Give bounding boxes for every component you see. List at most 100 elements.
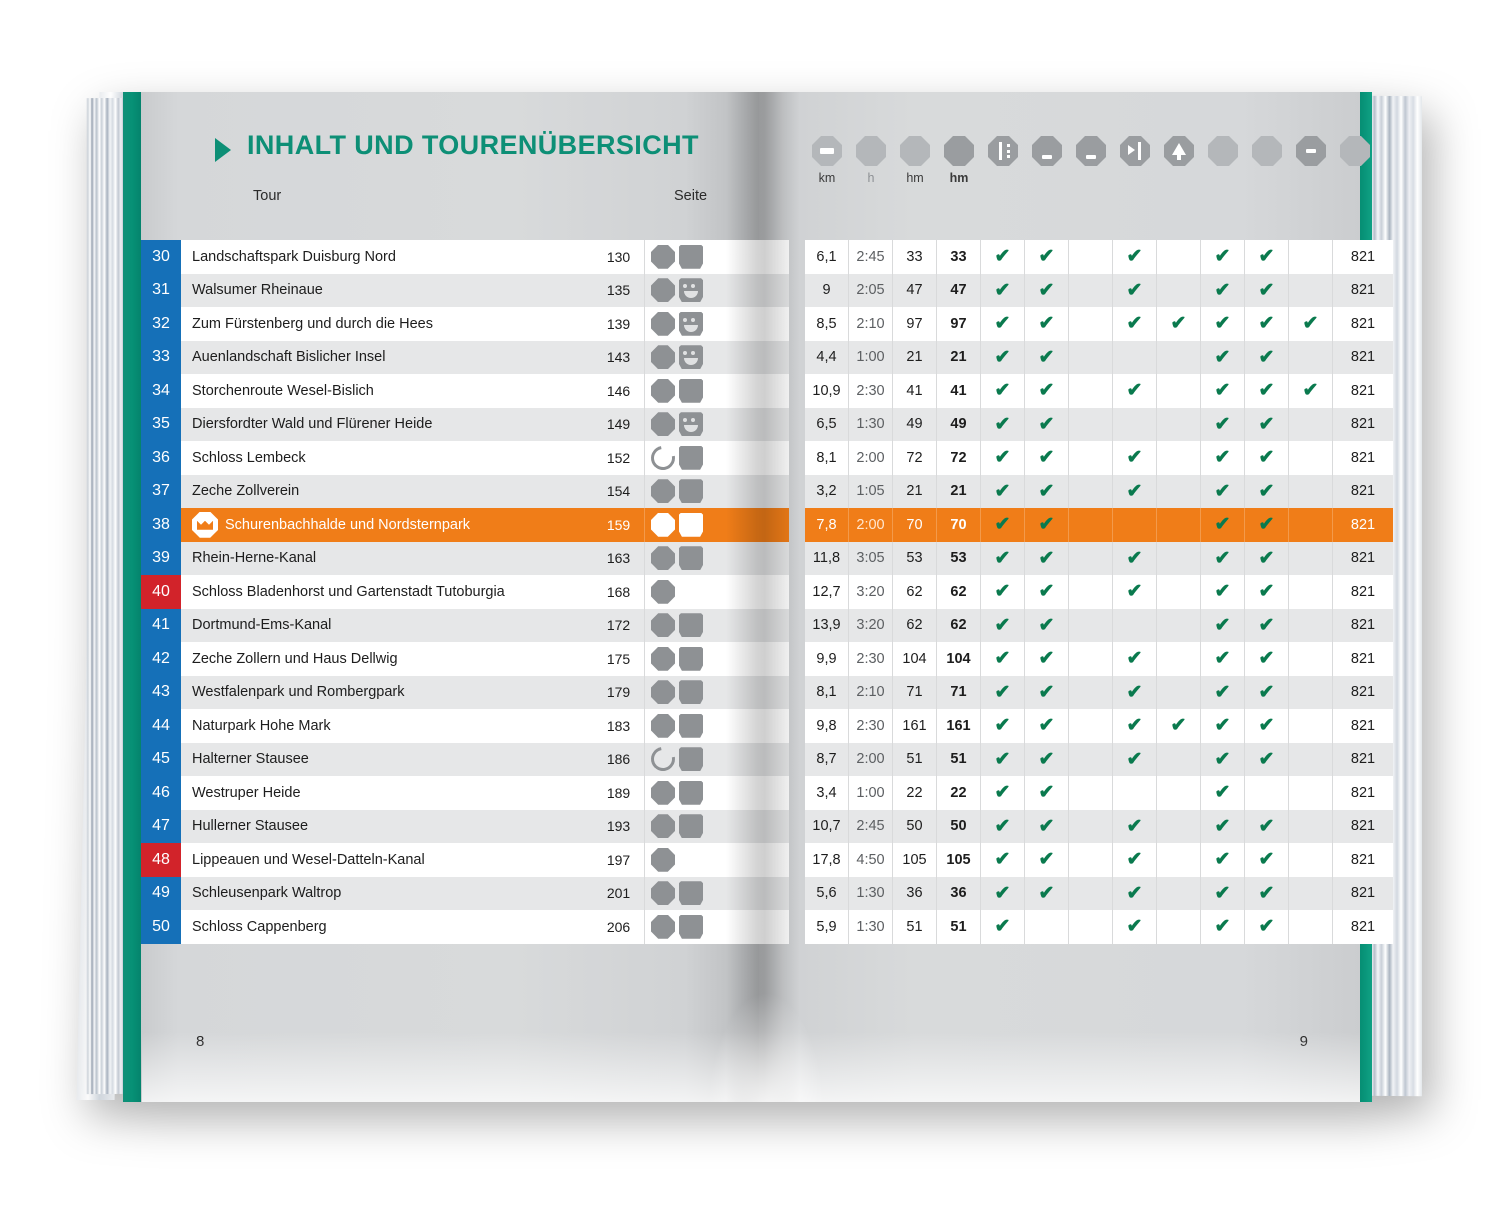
tour-title-cell[interactable]: Hullerner Stausee [181,809,593,843]
feature-check-cell: ✔ [981,340,1025,374]
table-row[interactable]: 41 Dortmund-Ems-Kanal 172 [141,608,789,642]
table-row[interactable]: 31 Walsumer Rheinaue 135 [141,273,789,307]
tour-title-cell[interactable]: Auenlandschaft Bislicher Insel [181,340,593,374]
table-row-metrics[interactable]: 17,8 4:50 105 105 ✔ ✔ ✔ ✔ ✔ 821 [759,843,1393,877]
check-icon: ✔ [1258,480,1275,502]
check-icon: ✔ [1214,916,1231,938]
check-icon: ✔ [1126,480,1143,502]
table-row[interactable]: 46 Westruper Heide 189 [141,776,789,810]
table-row-metrics[interactable]: 3,4 1:00 22 22 ✔ ✔ ✔ 821 [759,776,1393,810]
table-row-metrics[interactable]: 11,8 3:05 53 53 ✔ ✔ ✔ ✔ ✔ 821 [759,541,1393,575]
table-row-metrics[interactable]: 5,9 1:30 51 51 ✔ ✔ ✔ ✔ 821 [759,910,1393,944]
tour-title-cell[interactable]: Halterner Stausee [181,742,593,776]
map-icon [1340,136,1370,166]
table-row[interactable]: 40 Schloss Bladenhorst und Gartenstadt Tu… [141,575,789,609]
ascent-value: 104 [893,642,937,676]
tour-icons-fade [731,742,789,776]
ascent-value: 97 [893,307,937,341]
table-row-metrics[interactable]: 8,1 2:00 72 72 ✔ ✔ ✔ ✔ ✔ 821 [759,441,1393,475]
table-row-metrics[interactable]: 9,8 2:30 161 161 ✔ ✔ ✔ ✔ ✔ ✔ 821 [759,709,1393,743]
tour-title-cell[interactable]: Landschaftspark Duisburg Nord [181,240,593,274]
table-row-metrics[interactable]: 12,7 3:20 62 62 ✔ ✔ ✔ ✔ ✔ 821 [759,575,1393,609]
table-row[interactable]: 50 Schloss Cappenberg 206 [141,910,789,944]
descent-value: 47 [937,273,981,307]
tour-title-cell[interactable]: Schloss Bladenhorst und Gartenstadt Tuto… [181,575,593,609]
table-row[interactable]: 43 Westfalenpark und Rombergpark 179 [141,675,789,709]
tour-icons-cell [645,809,731,843]
feature-check-cell [1157,675,1201,709]
table-row[interactable]: 30 Landschaftspark Duisburg Nord 130 [141,240,789,274]
check-icon: ✔ [1258,614,1275,636]
feature-check-cell: ✔ [1245,910,1289,944]
table-row-metrics[interactable]: 10,9 2:30 41 41 ✔ ✔ ✔ ✔ ✔ ✔ 821 [759,374,1393,408]
table-row-metrics[interactable]: 8,7 2:00 51 51 ✔ ✔ ✔ ✔ ✔ 821 [759,742,1393,777]
feature-check-cell [1289,675,1333,709]
tour-title-cell[interactable]: Diersfordter Wald und Flürener Heide [181,407,593,441]
feature-check-cell [1157,508,1201,542]
ascent-value: 71 [893,675,937,709]
table-row-metrics[interactable]: 5,6 1:30 36 36 ✔ ✔ ✔ ✔ ✔ 821 [759,876,1393,910]
tour-title-cell[interactable]: Zeche Zollverein [181,474,593,508]
feature-check-cell: ✔ [1245,809,1289,843]
tour-title-cell[interactable]: Storchenroute Wesel-Bislich [181,374,593,408]
table-row[interactable]: 36 Schloss Lembeck 152 [141,441,789,475]
check-icon: ✔ [1214,313,1231,335]
tour-title-cell[interactable]: Zum Fürstenberg und durch die Hees [181,307,593,341]
table-row[interactable]: 45 Halterner Stausee 186 [141,742,789,776]
check-icon: ✔ [994,514,1011,536]
table-row[interactable]: 47 Hullerner Stausee 193 [141,809,789,843]
table-row-metrics[interactable]: 13,9 3:20 62 62 ✔ ✔ ✔ ✔ 821 [759,608,1393,642]
tour-title-cell[interactable]: Naturpark Hohe Mark [181,709,593,743]
table-row-metrics[interactable]: 10,7 2:45 50 50 ✔ ✔ ✔ ✔ ✔ 821 [759,809,1393,843]
table-row-metrics[interactable]: 3,2 1:05 21 21 ✔ ✔ ✔ ✔ ✔ 821 [759,474,1393,508]
table-row-metrics[interactable]: 7,8 2:00 70 70 ✔ ✔ ✔ ✔ 821 [759,508,1393,542]
check-icon: ✔ [1126,279,1143,301]
legend-cell-parking-icon [1289,136,1333,171]
table-row-metrics[interactable]: 9 2:05 47 47 ✔ ✔ ✔ ✔ ✔ 821 [759,273,1393,307]
feature-check-cell: ✔ [1025,474,1069,508]
tour-title-cell[interactable]: Lippeauen und Wesel-Datteln-Kanal [181,843,593,877]
tour-type-icon [679,244,703,269]
tour-title-cell[interactable]: Walsumer Rheinaue [181,273,593,307]
tour-number-badge: 38 [141,508,181,542]
map-sheet-number: 821 [1333,809,1393,843]
table-row[interactable]: 39 Rhein-Herne-Kanal 163 [141,541,789,575]
tour-title-cell[interactable]: Rhein-Herne-Kanal [181,541,593,575]
table-row[interactable]: 33 Auenlandschaft Bislicher Insel 143 [141,340,789,374]
table-row[interactable]: 34 Storchenroute Wesel-Bislich 146 [141,374,789,408]
tour-number-badge: 41 [141,608,181,642]
table-row-metrics[interactable]: 4,4 1:00 21 21 ✔ ✔ ✔ ✔ 821 [759,340,1393,374]
table-row-metrics[interactable]: 6,5 1:30 49 49 ✔ ✔ ✔ ✔ 821 [759,407,1393,441]
tour-number-badge: 36 [141,441,181,475]
table-row[interactable]: 37 Zeche Zollverein 154 [141,474,789,508]
table-row[interactable]: 38 Schurenbachhalde und Nordsternpark 159 [141,508,789,542]
tour-title-cell[interactable]: Westfalenpark und Rombergpark [181,675,593,709]
feature-check-cell [1069,407,1113,441]
glyph-bar [820,148,834,154]
tour-title-cell[interactable]: Schloss Cappenberg [181,910,593,944]
tour-icons-fade [731,876,789,910]
table-row[interactable]: 42 Zeche Zollern und Haus Dellwig 175 [141,642,789,676]
tour-title-cell[interactable]: Schloss Lembeck [181,441,593,475]
tour-title-cell[interactable]: Schleusenpark Waltrop [181,876,593,910]
table-row[interactable]: 35 Diersfordter Wald und Flürener Heide 14… [141,407,789,441]
table-row[interactable]: 49 Schleusenpark Waltrop 201 [141,876,789,910]
check-icon: ✔ [994,916,1011,938]
table-row[interactable]: 44 Naturpark Hohe Mark 183 [141,709,789,743]
table-row-metrics[interactable]: 8,5 2:10 97 97 ✔ ✔ ✔ ✔ ✔ ✔ ✔ 821 [759,307,1393,341]
tour-title-cell[interactable]: Zeche Zollern und Haus Dellwig [181,642,593,676]
row-lead-spacer [759,743,805,777]
table-row[interactable]: 32 Zum Fürstenberg und durch die Hees 139 [141,307,789,341]
tour-title-cell[interactable]: Westruper Heide [181,776,593,810]
tour-title-cell[interactable]: Schurenbachhalde und Nordsternpark [181,508,593,542]
check-icon: ✔ [1214,715,1231,737]
table-row[interactable]: 48 Lippeauen und Wesel-Datteln-Kanal 197 [141,843,789,877]
table-row-metrics[interactable]: 9,9 2:30 104 104 ✔ ✔ ✔ ✔ ✔ 821 [759,642,1393,676]
legend-label: hm [949,171,969,185]
tour-number-badge: 43 [141,675,181,709]
check-icon: ✔ [1214,581,1231,603]
tour-title: Zum Fürstenberg und durch die Hees [192,315,433,332]
table-row-metrics[interactable]: 8,1 2:10 71 71 ✔ ✔ ✔ ✔ ✔ 821 [759,675,1393,709]
table-row-metrics[interactable]: 6,1 2:45 33 33 ✔ ✔ ✔ ✔ ✔ 821 [759,240,1393,274]
tour-title-cell[interactable]: Dortmund-Ems-Kanal [181,608,593,642]
